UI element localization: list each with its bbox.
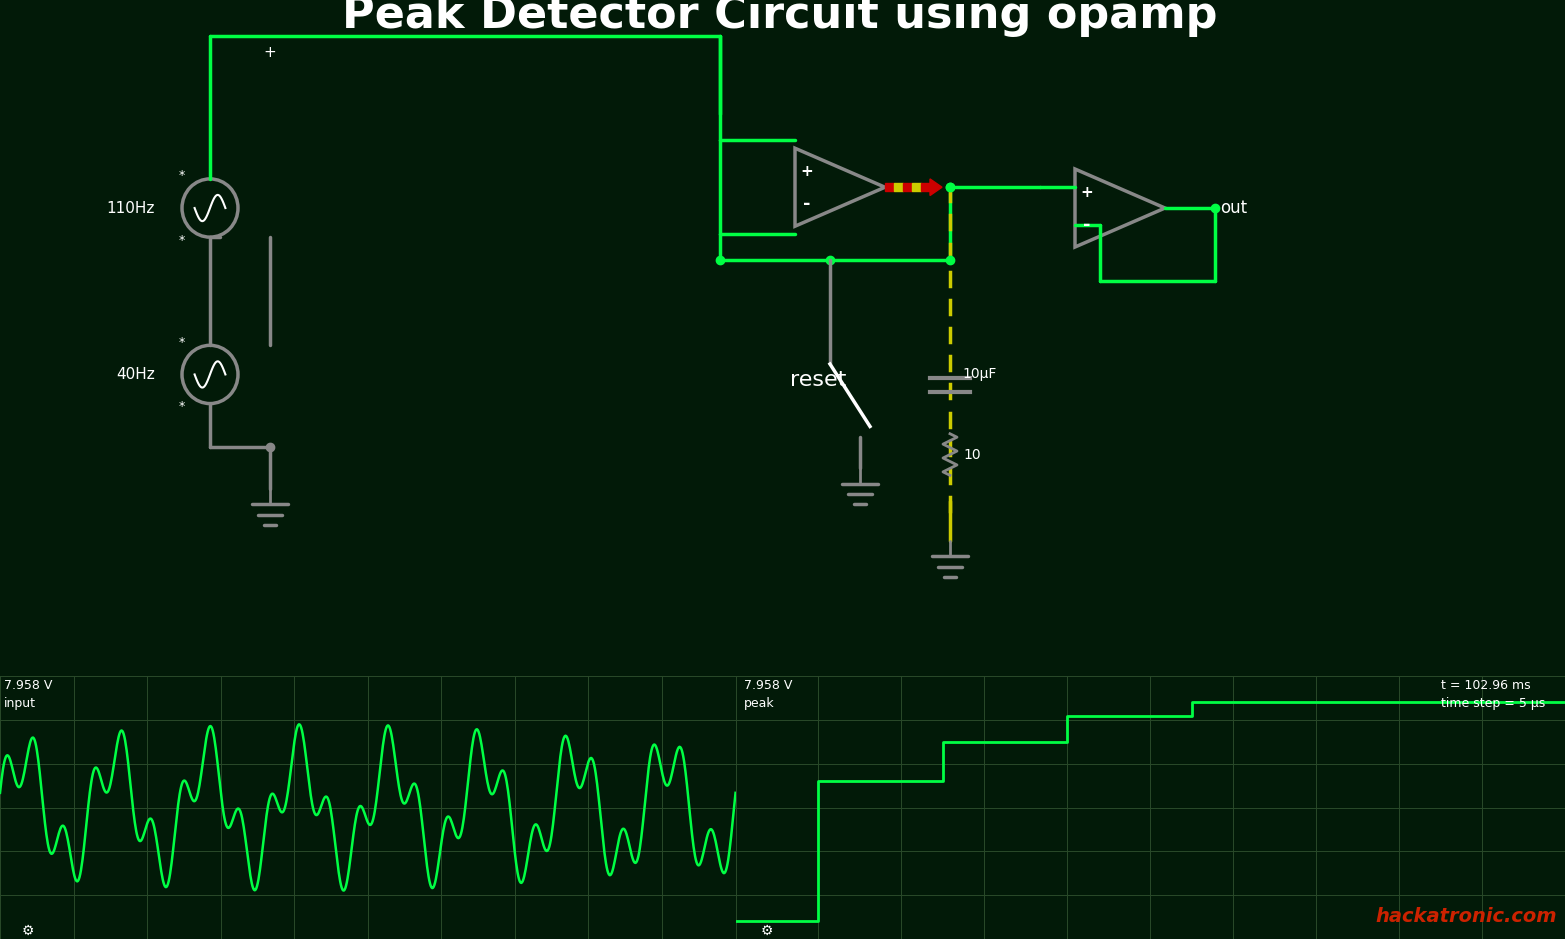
Bar	[912, 183, 920, 192]
Text: *: *	[178, 400, 185, 413]
Bar	[903, 183, 912, 192]
Polygon shape	[930, 179, 942, 195]
Text: +: +	[800, 164, 812, 179]
Bar	[920, 183, 930, 192]
Text: out: out	[1221, 199, 1247, 217]
Text: ⚙: ⚙	[22, 924, 34, 938]
Bar	[894, 183, 903, 192]
Text: +: +	[1080, 185, 1092, 200]
Text: *: *	[178, 169, 185, 182]
Text: 110Hz: 110Hz	[106, 201, 155, 216]
Text: 10μF: 10μF	[962, 367, 997, 381]
Text: ⚙: ⚙	[761, 924, 773, 938]
Text: *: *	[178, 234, 185, 247]
Text: Peak Detector Circuit using opamp: Peak Detector Circuit using opamp	[343, 0, 1218, 38]
Text: reset: reset	[790, 370, 847, 390]
Text: 10: 10	[962, 448, 981, 462]
Text: time step = 5 μs: time step = 5 μs	[1440, 697, 1545, 710]
Text: 7.958 V: 7.958 V	[743, 679, 792, 692]
Text: *: *	[178, 336, 185, 348]
Text: hackatronic.com: hackatronic.com	[1376, 907, 1557, 926]
Text: input: input	[3, 697, 36, 710]
Text: -: -	[1083, 216, 1089, 234]
Text: 40Hz: 40Hz	[116, 367, 155, 382]
Text: +: +	[263, 44, 277, 59]
Text: 7.958 V: 7.958 V	[3, 679, 52, 692]
Text: -: -	[803, 195, 811, 213]
Text: t = 102.96 ms: t = 102.96 ms	[1440, 679, 1531, 692]
Bar	[884, 183, 894, 192]
Text: peak: peak	[743, 697, 775, 710]
